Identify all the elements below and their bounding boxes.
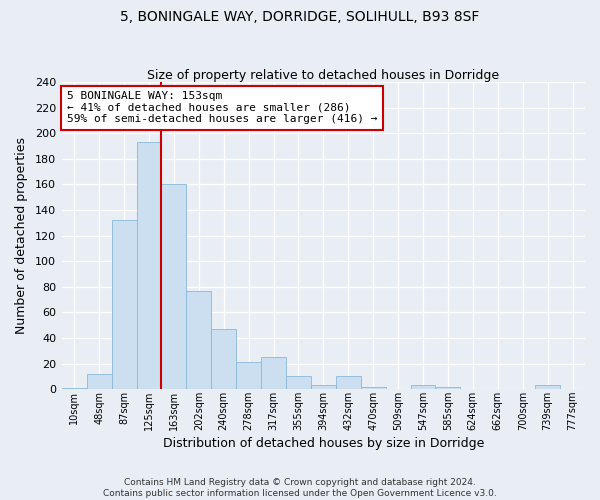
- Bar: [211, 329, 236, 389]
- Text: Contains HM Land Registry data © Crown copyright and database right 2024.
Contai: Contains HM Land Registry data © Crown c…: [103, 478, 497, 498]
- Bar: [137, 142, 161, 389]
- Bar: [436, 386, 460, 389]
- Bar: [261, 357, 286, 389]
- Bar: [410, 386, 436, 389]
- Bar: [286, 376, 311, 389]
- Bar: [236, 362, 261, 389]
- Bar: [161, 184, 187, 389]
- Title: Size of property relative to detached houses in Dorridge: Size of property relative to detached ho…: [148, 69, 499, 82]
- Bar: [86, 374, 112, 389]
- Bar: [361, 386, 386, 389]
- Text: 5 BONINGALE WAY: 153sqm
← 41% of detached houses are smaller (286)
59% of semi-d: 5 BONINGALE WAY: 153sqm ← 41% of detache…: [67, 91, 377, 124]
- Bar: [311, 386, 336, 389]
- Bar: [187, 290, 211, 389]
- Bar: [62, 388, 86, 389]
- Bar: [336, 376, 361, 389]
- Bar: [535, 386, 560, 389]
- Bar: [112, 220, 137, 389]
- Y-axis label: Number of detached properties: Number of detached properties: [15, 137, 28, 334]
- Text: 5, BONINGALE WAY, DORRIDGE, SOLIHULL, B93 8SF: 5, BONINGALE WAY, DORRIDGE, SOLIHULL, B9…: [121, 10, 479, 24]
- X-axis label: Distribution of detached houses by size in Dorridge: Distribution of detached houses by size …: [163, 437, 484, 450]
